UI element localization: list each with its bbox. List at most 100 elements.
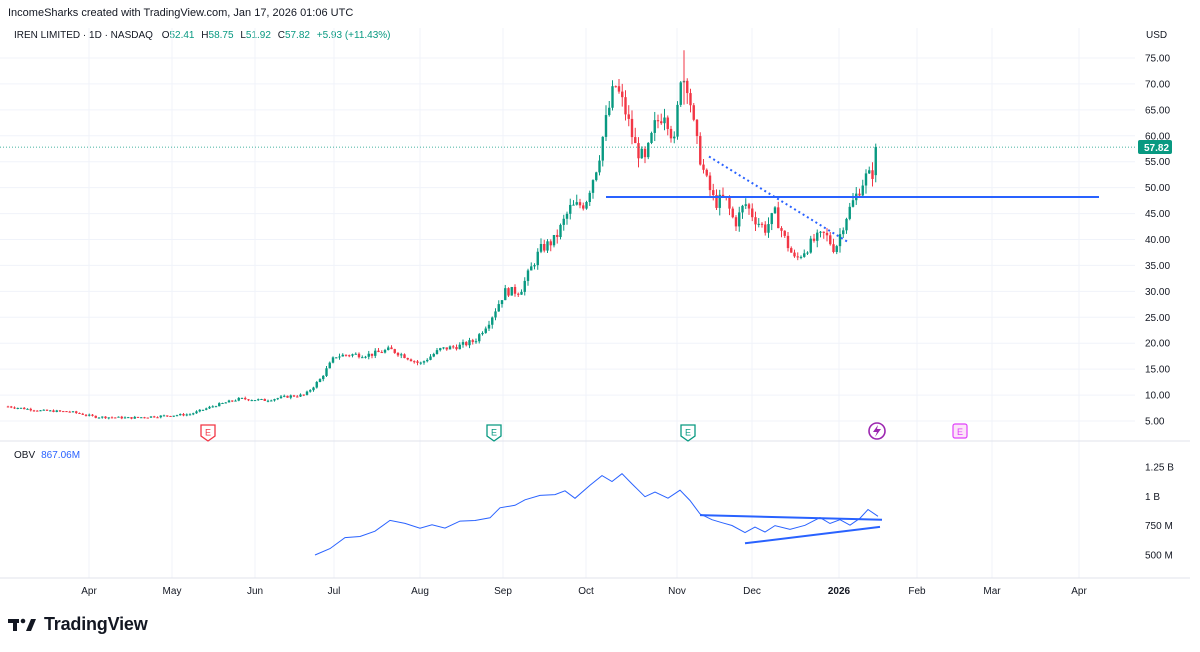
dividend-icon [868,422,886,440]
candle-body [305,391,309,395]
candle-body [331,357,335,363]
candle-body [663,117,666,124]
change-value: +5.93 (+11.43%) [316,30,391,41]
candle-body [39,410,42,412]
candle-body [289,395,292,398]
candle-body [608,107,611,116]
candle-body [484,328,487,333]
candle-body [367,353,370,357]
candle-body [728,197,731,209]
candle-body [825,232,829,236]
candle-body [842,230,845,235]
candle-body [192,413,195,415]
candle-body [647,142,650,158]
candle-body [153,416,156,418]
candle-body [13,407,16,409]
candle-body [390,347,393,350]
drawings-layer [0,146,1135,243]
price-tick: 60.00 [1145,131,1170,142]
candle-body [143,417,146,419]
candle-body [770,213,773,225]
candle-body [322,375,325,380]
price-tick: 5.00 [1145,417,1165,428]
candle-body [224,402,227,404]
candle-body [218,403,221,407]
candle-body [666,117,669,129]
price-tick: 65.00 [1145,105,1170,116]
candle-body [487,324,491,329]
last-price-label: 57.82 [1138,140,1172,154]
candle-body [283,395,286,397]
candle-body [611,86,614,108]
earnings-icon-may: E [200,424,216,442]
candle-body [169,415,172,417]
candle-body [699,136,702,165]
earnings-icon-nov: E [680,424,696,442]
candle-body [195,411,198,414]
candle-body [676,104,679,137]
price-tick: 10.00 [1145,391,1170,402]
candle-body [741,205,744,213]
candle-body [205,408,208,410]
candle-body [257,399,260,401]
obv-value: 867.06M [41,450,81,461]
candle-body [796,256,799,258]
candle-body [786,235,790,249]
tradingview-brand[interactable]: TradingView [8,614,148,635]
candle-body [149,416,153,418]
price-tick: 40.00 [1145,235,1170,246]
price-tick: 50.00 [1145,183,1170,194]
candle-body [23,407,26,410]
obv-tick: 1 B [1145,492,1160,503]
candle-body [533,265,536,267]
candle-body [383,350,387,353]
candle-body [816,232,819,241]
price-tick: 35.00 [1145,261,1170,272]
time-tick: Apr [1071,586,1087,597]
candle-body [140,417,143,419]
price-axis[interactable]: 75.00 70.00 65.00 60.00 55.00 50.00 45.00 40.00… [1145,54,1170,428]
candle-body [221,402,224,404]
obv-tick: 500 M [1145,551,1173,562]
candle-body [513,287,517,294]
candle-body [94,415,97,418]
low-label: L [240,30,246,41]
candle-body [6,406,10,408]
candle-body [686,80,689,94]
candle-body [803,253,806,257]
price-tick: 75.00 [1145,54,1170,65]
candle-body [81,413,84,415]
candle-body [494,311,497,318]
candle-body [172,415,175,417]
candle-body [341,354,344,357]
candle-body [822,231,825,233]
last-price-text: 57.82 [1144,143,1169,154]
candle-body [162,415,166,417]
candle-body [58,410,62,412]
candle-body [575,202,578,205]
earnings-letter: E [491,428,497,438]
candle-body [75,411,78,413]
candle-body [517,293,520,295]
obv-axis[interactable]: 1.25 B 1 B 750 M 500 M [1145,463,1174,562]
candle-body [874,147,877,176]
candle-body [435,350,439,354]
price-tick: 30.00 [1145,287,1170,298]
time-tick: Nov [668,586,686,597]
obv-label: OBV [14,450,36,461]
candle-body [266,400,270,402]
candle-body [468,340,471,346]
candle-body [201,409,205,411]
candle-body [773,207,777,214]
time-axis[interactable]: Apr May Jun Jul Aug Sep Oct Nov Dec 2026 Feb Mar Apr [81,586,1087,597]
candle-body [715,195,718,208]
candle-body [354,353,357,355]
candle-body [374,350,377,356]
close-label: C [277,30,285,41]
candle-body [598,160,601,173]
candle-body [523,280,526,292]
earnings-letter: E [685,428,691,438]
candle-body [19,407,23,409]
last-price-box [1138,140,1172,154]
